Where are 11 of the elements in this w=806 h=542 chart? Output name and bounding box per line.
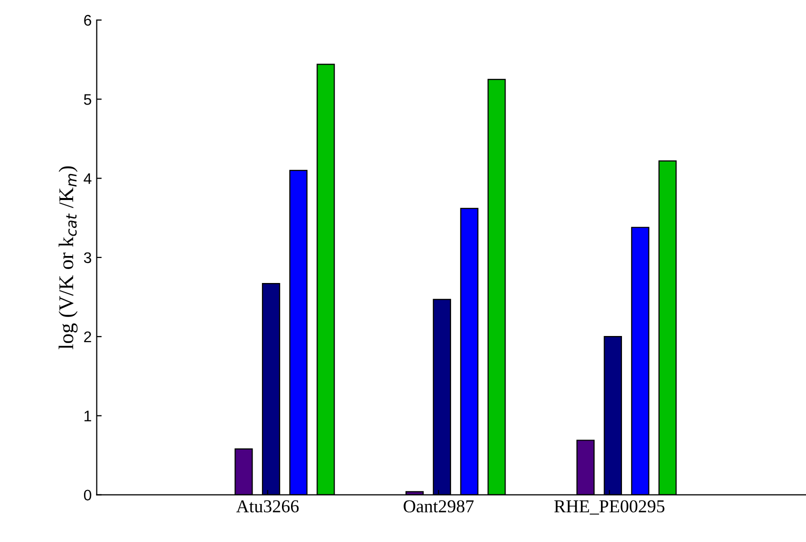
- x-tick-label: Oant2987: [404, 500, 474, 512]
- y-tick-label: 6: [84, 14, 92, 26]
- y-tick-label: 4: [84, 173, 92, 184]
- y-tick-label: 0: [84, 490, 92, 501]
- y-tick-label: 3: [84, 252, 92, 264]
- y-axis-title: log (V/K or k$_{cat}$ /K$_{m}$): [58, 166, 78, 350]
- x-tick-label: RHE_PE00295: [554, 500, 664, 515]
- y-tick-label: 2: [84, 331, 92, 342]
- y-tick-label: 1: [84, 410, 92, 422]
- y-tick-label: 5: [84, 94, 92, 105]
- x-tick-label: Atu3266: [236, 500, 299, 512]
